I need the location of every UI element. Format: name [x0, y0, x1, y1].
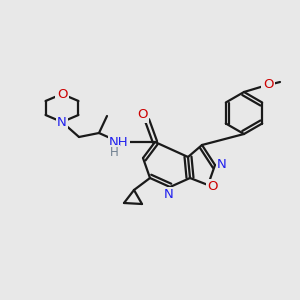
Text: N: N: [57, 116, 67, 128]
Text: N: N: [164, 188, 174, 202]
Text: N: N: [217, 158, 227, 172]
Text: O: O: [263, 79, 273, 92]
Text: O: O: [208, 181, 218, 194]
Text: NH: NH: [109, 136, 129, 148]
Text: O: O: [137, 109, 147, 122]
Text: O: O: [57, 88, 67, 100]
Text: H: H: [110, 146, 118, 160]
